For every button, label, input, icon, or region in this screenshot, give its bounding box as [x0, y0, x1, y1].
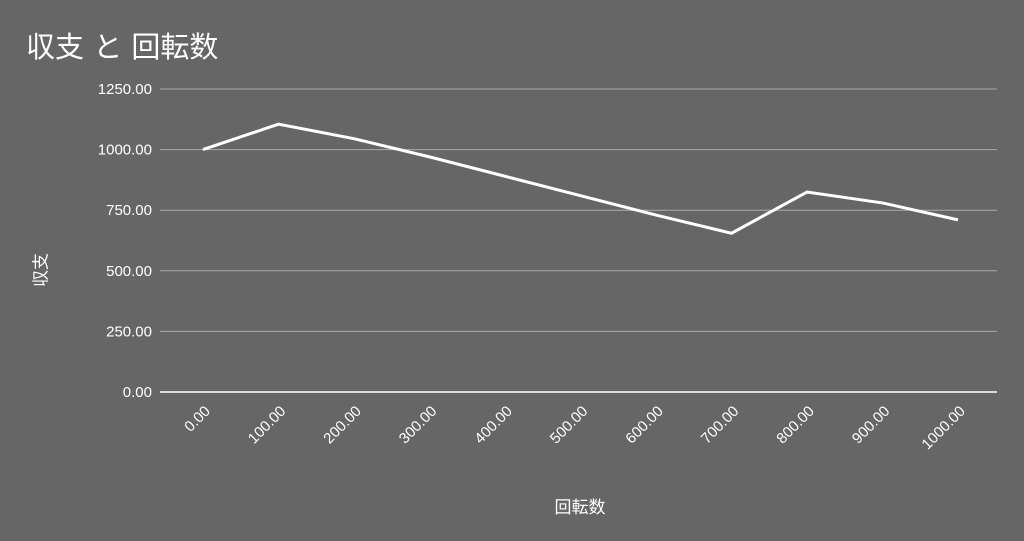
- x-tick-label: 300.00: [396, 403, 440, 447]
- x-tick-label: 800.00: [773, 403, 817, 447]
- x-tick-label: 700.00: [698, 403, 742, 447]
- y-tick-label: 1000.00: [98, 142, 152, 159]
- y-tick-label: 750.00: [106, 202, 152, 219]
- x-tick-label: 0.00: [181, 403, 214, 436]
- y-tick-label: 500.00: [106, 263, 152, 280]
- x-axis-label: 回転数: [554, 498, 606, 518]
- series-line: [202, 122, 959, 235]
- x-tick-label: 900.00: [849, 403, 893, 447]
- x-tick-label: 500.00: [547, 403, 591, 447]
- y-tick-label: 0.00: [123, 384, 152, 401]
- x-tick-label: 1000.00: [918, 403, 968, 453]
- chart-title: 収支 と 回転数: [26, 30, 219, 64]
- x-tick-label: 100.00: [245, 403, 289, 447]
- x-tick-label: 600.00: [622, 403, 666, 447]
- x-tick-label: 200.00: [320, 403, 364, 447]
- y-tick-label: 1250.00: [98, 81, 152, 98]
- y-tick-label: 250.00: [106, 323, 152, 340]
- x-tick-label: 400.00: [471, 403, 515, 447]
